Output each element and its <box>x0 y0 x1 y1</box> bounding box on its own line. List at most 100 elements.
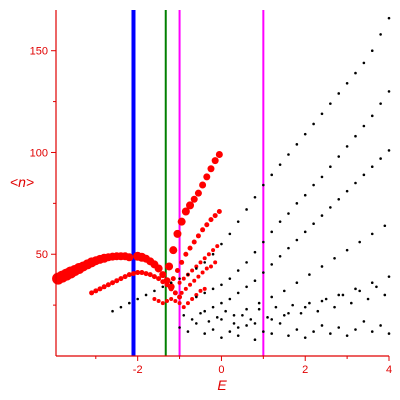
data-point <box>177 217 186 226</box>
data-point <box>220 283 223 287</box>
data-point <box>245 285 248 289</box>
data-point <box>199 181 207 189</box>
data-point <box>196 274 201 279</box>
data-points <box>52 16 391 342</box>
data-point <box>97 286 103 292</box>
data-point <box>179 290 184 295</box>
data-point <box>93 288 99 294</box>
data-point <box>270 318 274 321</box>
data-point <box>156 299 161 304</box>
data-point <box>270 332 274 335</box>
data-point <box>320 265 324 268</box>
data-point <box>241 313 244 317</box>
data-point <box>370 330 374 333</box>
data-point <box>169 281 173 285</box>
data-point <box>337 293 341 297</box>
data-point <box>278 220 282 223</box>
data-point <box>185 301 190 306</box>
data-point <box>329 102 332 105</box>
data-point <box>213 260 218 265</box>
data-point <box>354 328 357 331</box>
data-point <box>211 328 215 331</box>
data-point <box>366 297 370 301</box>
data-point <box>178 277 181 280</box>
y-tick-label: 50 <box>36 249 48 261</box>
data-point <box>119 305 123 309</box>
data-point <box>383 293 387 297</box>
data-point <box>160 279 166 285</box>
data-point <box>295 328 299 331</box>
data-point <box>345 145 349 148</box>
data-point <box>170 276 176 282</box>
data-point <box>169 246 178 255</box>
data-point <box>215 151 223 159</box>
data-point <box>195 295 198 299</box>
data-point <box>165 262 174 271</box>
data-point <box>295 202 299 205</box>
data-point <box>308 273 311 276</box>
data-point <box>345 248 349 252</box>
data-point <box>387 332 391 335</box>
data-point <box>212 213 218 219</box>
data-point <box>204 222 210 228</box>
data-point <box>195 267 198 270</box>
data-point <box>270 295 274 299</box>
data-point <box>211 248 216 253</box>
data-point <box>195 322 198 325</box>
data-point <box>228 297 232 301</box>
data-point <box>383 224 387 228</box>
data-point <box>182 313 186 317</box>
data-point <box>370 165 374 169</box>
data-point <box>278 163 282 166</box>
x-tick-label: 2 <box>302 364 308 376</box>
data-point <box>236 220 240 223</box>
data-point <box>320 175 324 179</box>
data-point <box>253 338 257 342</box>
data-point <box>354 287 357 291</box>
x-tick-label: 4 <box>386 364 392 376</box>
data-point <box>122 274 128 280</box>
data-point <box>172 290 178 296</box>
data-point <box>173 229 182 238</box>
data-point <box>186 330 190 333</box>
data-point <box>203 173 211 181</box>
data-point <box>192 278 197 283</box>
data-point <box>257 307 261 311</box>
data-point <box>101 284 107 290</box>
y-tick-group: 50 100 150 <box>30 46 56 306</box>
data-point <box>329 332 332 335</box>
data-point <box>169 297 174 302</box>
data-point <box>236 291 240 295</box>
data-point <box>181 207 190 216</box>
data-point <box>324 297 328 301</box>
data-point <box>370 232 374 236</box>
data-point <box>387 16 391 20</box>
data-point <box>163 277 171 285</box>
data-point <box>126 272 132 278</box>
data-point <box>228 232 232 236</box>
data-point <box>203 291 206 295</box>
data-point <box>216 208 222 214</box>
data-point <box>153 289 156 293</box>
data-point <box>203 332 206 335</box>
data-point <box>245 324 248 327</box>
data-point <box>118 276 124 282</box>
data-point <box>354 181 357 185</box>
data-point <box>303 193 307 197</box>
data-point <box>220 301 223 305</box>
data-point <box>183 286 188 291</box>
data-point <box>203 261 206 264</box>
data-point <box>270 173 274 177</box>
data-point <box>308 301 311 305</box>
y-tick-label: 150 <box>30 46 48 58</box>
data-point <box>337 197 341 201</box>
data-point <box>312 330 315 333</box>
data-point <box>114 278 120 284</box>
data-point <box>198 260 203 265</box>
data-point <box>208 264 213 269</box>
data-point <box>320 214 324 217</box>
data-point <box>139 270 145 276</box>
data-point <box>337 155 341 158</box>
data-point <box>287 246 290 250</box>
data-point <box>312 122 315 126</box>
